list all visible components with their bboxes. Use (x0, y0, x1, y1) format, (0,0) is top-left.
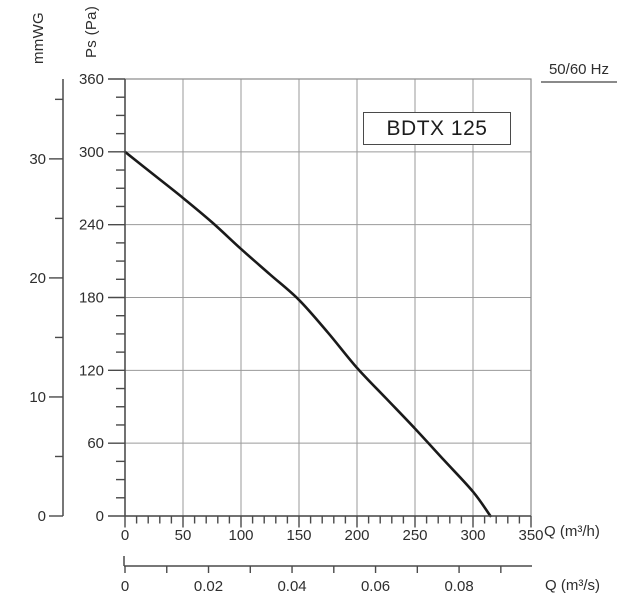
q-m3h-axis-tick-label: 150 (286, 527, 311, 544)
ps-axis-tick-label: 120 (79, 362, 104, 379)
q-m3h-axis-tick-label: 100 (228, 527, 253, 544)
q-m3h-axis-tick-label: 250 (402, 527, 427, 544)
ps-axis-tick-label: 360 (79, 71, 104, 88)
q-m3h-axis-tick-label: 300 (460, 527, 485, 544)
q-m3h-axis-tick-label: 0 (121, 527, 129, 544)
mmwg-axis-tick-label: 20 (29, 270, 46, 287)
q-m3s-axis-tick-label: 0.06 (361, 578, 390, 595)
q-m3h-axis-tick-label: 350 (518, 527, 543, 544)
q-m3h-axis-tick-label: 200 (344, 527, 369, 544)
model-label-box: BDTX 125 (363, 112, 511, 145)
mmwg-axis-tick-label: 10 (29, 389, 46, 406)
q-m3h-axis-title: Q (m³/h) (544, 523, 600, 540)
fan-curve (123, 150, 492, 518)
ps-axis-tick-label: 0 (96, 508, 104, 525)
ps-axis-tick-label: 240 (79, 217, 104, 234)
model-label: BDTX 125 (386, 116, 488, 140)
frequency-label: 50/60 Hz (541, 61, 617, 83)
ps-axis-tick-label: 180 (79, 290, 104, 307)
mmwg-axis-tick-label: 30 (29, 151, 46, 168)
ps-axis-tick-label: 60 (87, 435, 104, 452)
ps-axis-tick-label: 300 (79, 144, 104, 161)
q-m3h-axis-tick-label: 50 (175, 527, 192, 544)
q-m3s-axis-tick-label: 0.04 (277, 578, 306, 595)
q-m3s-axis-title: Q (m³/s) (545, 577, 600, 594)
q-m3s-axis-tick-label: 0.02 (194, 578, 223, 595)
q-m3s-axis-tick-label: 0 (121, 578, 129, 595)
mmwg-axis-tick-label: 0 (38, 508, 46, 525)
q-m3s-axis-tick-label: 0.08 (444, 578, 473, 595)
